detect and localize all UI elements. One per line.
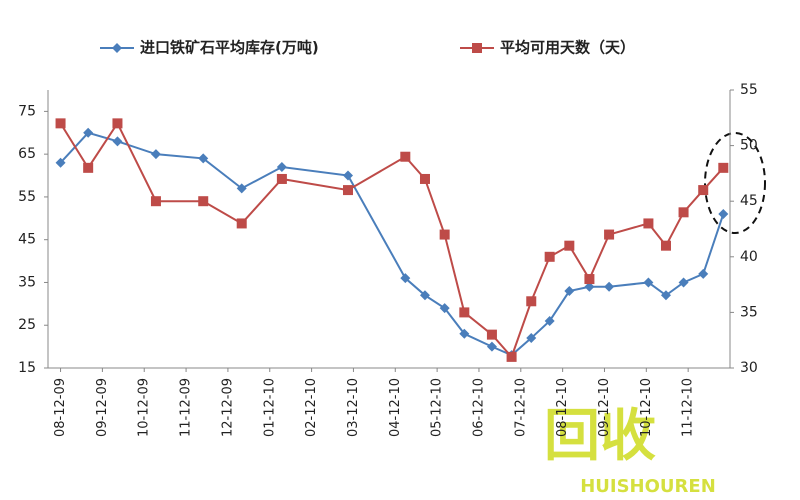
point [698, 268, 709, 279]
point [236, 183, 247, 194]
point [643, 277, 654, 288]
watermark: 回收 HUISHOUREN [544, 404, 716, 497]
point [643, 218, 654, 229]
x-tick-label: 07-12-10 [513, 378, 528, 437]
x-tick-label: 11-12-09 [179, 378, 194, 437]
point [698, 185, 709, 196]
point [564, 240, 575, 251]
point [419, 290, 430, 301]
point [486, 329, 497, 340]
y-tick-label: 35 [18, 274, 36, 290]
point [439, 303, 450, 314]
x-tick-label: 10-12-09 [137, 378, 152, 437]
y2-tick-label: 45 [740, 193, 758, 209]
point [526, 333, 537, 344]
point [678, 277, 689, 288]
point [544, 315, 555, 326]
point [276, 161, 287, 172]
point [439, 229, 450, 240]
point [678, 207, 689, 218]
point [718, 162, 729, 173]
y2-tick-label: 35 [740, 304, 758, 320]
point [83, 127, 94, 138]
x-tick-label: 08-12-09 [53, 378, 68, 437]
y2-tick-label: 30 [740, 360, 758, 376]
point [150, 149, 161, 160]
x-tick-label: 09-12-09 [95, 378, 110, 437]
series-line [59, 131, 725, 357]
watermark-brand: HUISHOUREN [580, 476, 716, 497]
point [83, 162, 94, 173]
point [55, 118, 66, 129]
series-line [59, 121, 725, 359]
x-tick-label: 11-12-10 [681, 378, 696, 437]
point [604, 281, 615, 292]
x-tick-label: 04-12-10 [388, 378, 403, 437]
point [276, 173, 287, 184]
highlight-circle [704, 132, 766, 234]
point [198, 153, 209, 164]
point [660, 290, 671, 301]
x-tick-label: 09-12-10 [597, 378, 612, 437]
point [198, 196, 209, 207]
point [486, 341, 497, 352]
point [55, 157, 66, 168]
y-tick-label: 75 [18, 103, 36, 119]
legend-label: 进口铁矿石平均库存(万吨) [140, 39, 319, 57]
point [236, 218, 247, 229]
legend-label: 平均可用天数（天） [500, 39, 635, 57]
x-tick-label: 03-12-10 [346, 378, 361, 437]
y-tick-label: 45 [18, 232, 36, 248]
point [506, 351, 517, 362]
point [419, 173, 430, 184]
point [459, 307, 470, 318]
point [604, 229, 615, 240]
point [660, 240, 671, 251]
point [718, 209, 729, 220]
y2-tick-label: 55 [740, 82, 758, 98]
y-tick-label: 55 [18, 189, 36, 205]
point [584, 281, 595, 292]
point [400, 151, 411, 162]
x-tick-label: 02-12-10 [304, 378, 319, 437]
y-tick-label: 65 [18, 146, 36, 162]
watermark-logo: 回收 [544, 404, 656, 469]
x-tick-label: 12-12-09 [220, 378, 235, 437]
point [544, 251, 555, 262]
point [459, 328, 470, 339]
y2-tick-label: 50 [740, 138, 758, 154]
point [150, 196, 161, 207]
point [526, 296, 537, 307]
point [342, 170, 353, 181]
x-tick-label: 06-12-10 [471, 378, 486, 437]
point [112, 118, 123, 129]
point [564, 286, 575, 297]
point [112, 136, 123, 147]
point [342, 185, 353, 196]
y-tick-label: 25 [18, 317, 36, 333]
x-tick-label: 10-12-10 [639, 378, 654, 437]
point [584, 274, 595, 285]
legend-marker [472, 43, 482, 53]
x-tick-label: 01-12-10 [262, 378, 277, 437]
y-tick-label: 15 [18, 360, 36, 376]
y2-tick-label: 40 [740, 249, 758, 265]
x-tick-label: 05-12-10 [430, 378, 445, 437]
x-tick-label: 08-12-10 [555, 378, 570, 437]
legend-marker [112, 43, 122, 53]
point [400, 273, 411, 284]
